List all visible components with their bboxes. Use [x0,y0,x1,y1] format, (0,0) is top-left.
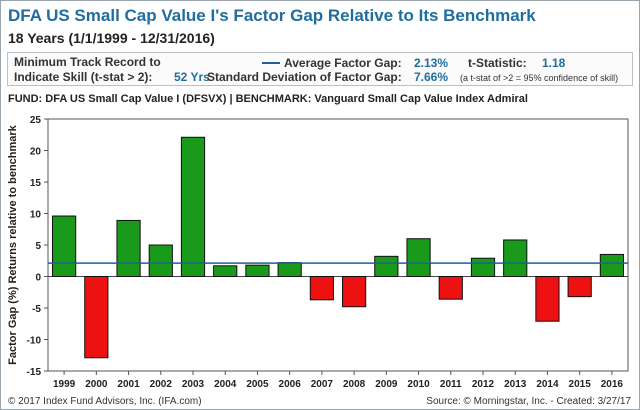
bar-2003 [180,136,206,277]
x-tick-label: 2002 [150,379,173,390]
bar-2000 [84,276,109,359]
std-dev-value: 7.66% [414,70,449,84]
y-tick-label: -10 [27,336,42,347]
bar-2010 [406,238,431,277]
y-tick-label: 0 [35,273,41,284]
bar-2013 [503,239,528,278]
y-tick-label: 5 [35,241,41,252]
x-tick-label: 2001 [117,379,140,390]
x-tick-label: 2000 [85,379,108,390]
std-dev-label: Standard Deviation of Factor Gap: [207,70,402,84]
x-tick-label: 2003 [182,379,205,390]
bar-2001 [116,219,141,277]
x-tick-label: 2012 [472,379,495,390]
bar-2008 [342,276,367,308]
avg-gap-label: Average Factor Gap: [284,56,402,70]
bar-chart: -15 -10 -5 0 5 10 15 20 25 Factor Gap (%) Returns… [1,109,639,393]
x-tick-label: 2009 [375,379,398,390]
y-tick-label: 10 [30,210,42,221]
avg-gap-value: 2.13% [414,56,449,70]
x-tick-label: 2014 [536,379,559,390]
footer-copyright: © 2017 Index Fund Advisors, Inc. (IFA.co… [8,396,202,407]
t-stat-note: (a t-stat of >2 = 95% confidence of skil… [460,73,619,83]
bar-2012 [470,257,496,277]
x-tick-label: 1999 [53,379,76,390]
bar-2011 [438,276,463,300]
chart-title: DFA US Small Cap Value I's Factor Gap Re… [8,6,536,25]
y-tick-label: -5 [32,304,41,315]
x-tick-label: 2008 [343,379,366,390]
bar-chart-svg: -15 -10 -5 0 5 10 15 20 25 Factor Gap (%) Returns… [7,115,629,390]
y-tick-label: 20 [30,147,42,158]
bar-2006 [277,262,302,277]
bar-2014 [535,276,560,322]
x-tick-label: 2007 [311,379,334,390]
x-tick-label: 2011 [440,379,462,390]
x-tick-label: 2015 [569,379,592,390]
bar-2002 [148,244,173,277]
min-track-value: 52 Yrs [174,70,210,84]
x-tick-label: 2005 [246,379,269,390]
t-stat-label: t-Statistic: [468,56,527,70]
x-tick-label: 2006 [279,379,302,390]
bar-2015 [567,276,592,298]
y-tick-label: 25 [30,115,42,126]
x-tick-label: 2010 [407,379,430,390]
x-tick-label: 2013 [504,379,527,390]
x-tick-label: 2004 [214,379,237,390]
y-tick-label: 15 [30,178,42,189]
bar-2005 [245,264,270,278]
bar-1999 [52,215,77,277]
fund-benchmark-line: FUND: DFA US Small Cap Value I (DFSVX) |… [8,93,528,105]
footer-source: Source: © Morningstar, Inc. - Created: 3… [426,396,631,407]
chart-subtitle: 18 Years (1/1/1999 - 12/31/2016) [8,30,215,46]
t-stat-value: 1.18 [542,56,566,70]
bar-2009 [374,255,399,277]
y-axis-label: Factor Gap (%) Returns relative to bench… [7,124,19,364]
min-track-label-2: Indicate Skill (t-stat > 2): [14,70,153,84]
bar-2016 [599,253,624,277]
bar-2004 [213,265,238,277]
x-tick-label: 2016 [601,379,624,390]
y-tick-label: -15 [27,367,42,378]
bar-2007 [309,276,334,301]
stats-box: Minimum Track Record to Indicate Skill (… [7,52,633,86]
min-track-label-1: Minimum Track Record to [14,55,161,69]
average-line-legend-icon [262,62,280,64]
